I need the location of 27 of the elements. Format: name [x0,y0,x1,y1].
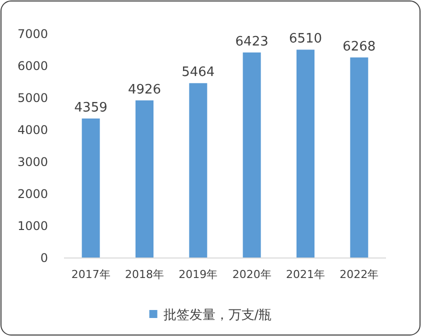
bar [189,83,208,258]
y-tick-label: 7000 [17,27,48,41]
y-tick-label: 6000 [17,59,48,73]
x-tick-label: 2019年 [178,268,218,281]
y-tick-label: 3000 [17,155,48,169]
data-label: 4359 [74,100,108,116]
data-label: 6268 [342,39,376,54]
bar [350,57,368,258]
y-tick-label: 5000 [17,91,48,105]
data-label: 5464 [182,65,215,80]
data-label: 6423 [235,34,268,50]
bar [296,50,314,258]
y-tick-label: 2000 [17,187,48,201]
y-tick-label: 0 [40,251,48,265]
x-tick-label: 2018年 [125,268,164,281]
bar [242,52,261,258]
legend-label: 批签发量，万支/瓶 [163,308,272,323]
x-tick-label: 2017年 [71,268,110,281]
bar [82,118,100,258]
data-label: 6510 [288,32,322,47]
x-tick-label: 2021年 [286,268,325,281]
x-tick-label: 2022年 [340,268,379,281]
data-label: 4926 [128,82,162,98]
bar [136,100,154,258]
x-tick-label: 2020年 [232,268,272,281]
y-tick-label: 1000 [17,219,48,233]
y-tick-label: 4000 [17,123,48,137]
